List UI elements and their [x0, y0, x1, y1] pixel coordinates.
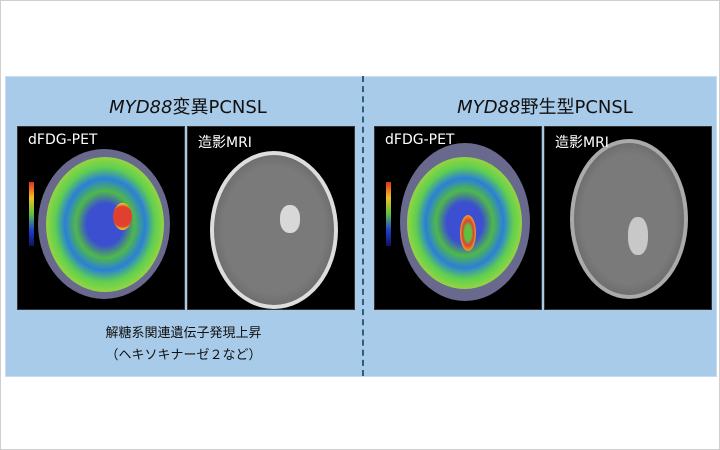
color-scale-bar — [29, 182, 34, 246]
right-title: MYD88野生型PCNSL — [375, 93, 715, 119]
dashed-divider — [362, 76, 364, 376]
caption-line-1: 解糖系関連遺伝子発現上昇 — [105, 326, 262, 341]
left-title: MYD88変異PCNSL — [18, 93, 358, 119]
left-pet-image: dFDG-PET — [17, 126, 185, 310]
pet-label: dFDG-PET — [385, 132, 455, 148]
gene-name: MYD88 — [457, 97, 521, 118]
gene-name: MYD88 — [109, 97, 173, 118]
right-title-text: 野生型PCNSL — [520, 97, 633, 118]
right-pet-image: dFDG-PET — [374, 126, 542, 310]
left-mri-image: 造影MRI — [187, 126, 355, 310]
caption-line-2: （ヘキソキナーゼ２など） — [105, 348, 262, 363]
mri-label: 造影MRI — [555, 135, 609, 151]
left-title-text: 変異PCNSL — [172, 97, 267, 118]
pet-label: dFDG-PET — [28, 132, 98, 148]
color-scale-bar — [386, 182, 391, 246]
mri-label: 造影MRI — [198, 135, 252, 151]
right-mri-image: 造影MRI — [544, 126, 712, 310]
